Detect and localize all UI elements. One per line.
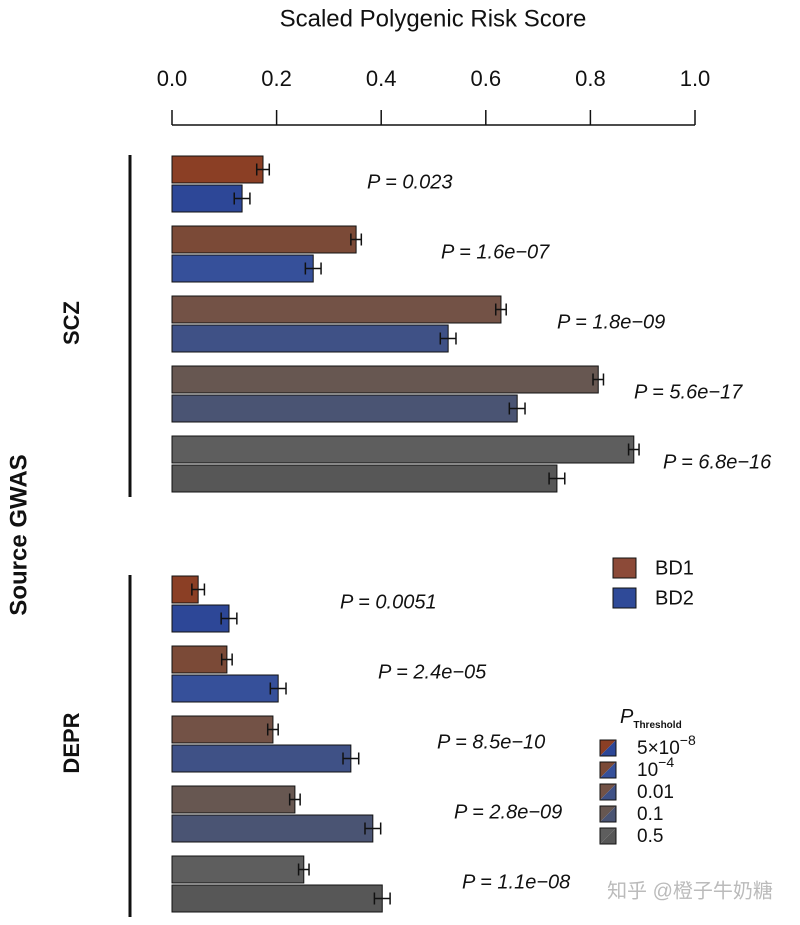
- legend-label: BD1: [655, 557, 694, 579]
- legend-label: BD2: [655, 587, 694, 609]
- x-tick-label: 0.4: [366, 66, 397, 91]
- bar: [171, 464, 558, 493]
- bar: [171, 365, 599, 394]
- bar: [171, 855, 305, 884]
- bar: [171, 715, 274, 744]
- error-bar: [508, 402, 526, 415]
- threshold-swatch-bd2: [600, 740, 616, 756]
- p-value-annotation: P = 1.1e−08: [462, 871, 570, 893]
- threshold-label: 0.1: [637, 804, 663, 825]
- bar: [171, 295, 502, 324]
- p-value-annotation: P = 2.4e−05: [378, 661, 487, 683]
- x-tick-label: 0.0: [157, 66, 188, 91]
- p-value-annotation: P = 1.6e−07: [441, 241, 550, 263]
- error-bar: [297, 863, 310, 876]
- bar: [171, 814, 374, 843]
- chart-title: Scaled Polygenic Risk Score: [280, 5, 587, 32]
- error-bar: [269, 682, 287, 695]
- threshold-title-sub: Threshold: [633, 720, 681, 731]
- threshold-label: 0.01: [637, 782, 674, 803]
- threshold-swatch-border: [599, 805, 617, 823]
- threshold-label: 0.5: [637, 826, 663, 847]
- bar: [171, 394, 518, 423]
- threshold-swatch-bd2: [600, 806, 616, 822]
- threshold-swatch-bd2: [600, 784, 616, 800]
- error-bar: [592, 373, 605, 386]
- threshold-title-main: P: [620, 706, 634, 728]
- error-bar: [494, 303, 507, 316]
- p-value-annotation: P = 1.8e−09: [557, 311, 665, 333]
- error-bar: [350, 233, 363, 246]
- error-bar: [342, 752, 360, 765]
- group-label: DEPR: [59, 712, 84, 773]
- x-tick-label: 0.6: [471, 66, 502, 91]
- error-bar: [373, 892, 391, 905]
- threshold-swatch-bd2: [600, 828, 616, 844]
- bar: [171, 744, 352, 773]
- threshold-label-base: 5×10: [637, 738, 680, 759]
- p-value-annotation: P = 0.0051: [340, 591, 437, 613]
- threshold-label-exponent: −4: [658, 754, 674, 770]
- error-bar: [548, 472, 566, 485]
- error-bar: [627, 443, 640, 456]
- threshold-legend-title: PThreshold: [620, 706, 682, 730]
- error-bar: [266, 723, 279, 736]
- x-tick-label: 0.8: [575, 66, 606, 91]
- p-value-annotation: P = 2.8e−09: [454, 801, 562, 823]
- bar: [171, 324, 449, 353]
- threshold-swatch-border: [599, 761, 617, 779]
- threshold-swatch-border: [599, 783, 617, 801]
- threshold-swatch-bd2: [600, 762, 616, 778]
- error-bar: [288, 793, 301, 806]
- bar: [171, 674, 279, 703]
- bar: [171, 785, 296, 814]
- x-tick-label: 0.2: [261, 66, 292, 91]
- bar: [171, 604, 230, 633]
- error-bar: [255, 163, 271, 176]
- threshold-swatch-border: [599, 739, 617, 757]
- error-bar: [304, 262, 322, 275]
- threshold-swatch-border: [599, 827, 617, 845]
- bar: [171, 225, 357, 254]
- threshold-label: 5×10−8: [637, 732, 696, 759]
- legend-swatch: [612, 587, 637, 609]
- legend-swatch: [612, 557, 637, 579]
- error-bar: [220, 612, 238, 625]
- bar: [171, 884, 383, 913]
- p-value-annotation: P = 6.8e−16: [663, 451, 772, 473]
- error-bar: [364, 822, 382, 835]
- p-value-annotation: P = 0.023: [367, 171, 452, 193]
- group-label: SCZ: [59, 301, 84, 345]
- bar: [171, 184, 243, 213]
- p-value-annotation: P = 8.5e−10: [437, 731, 545, 753]
- error-bar: [220, 653, 233, 666]
- bar: [171, 435, 635, 464]
- bar: [171, 645, 228, 674]
- watermark: 知乎 @橙子牛奶糖: [607, 879, 773, 902]
- p-value-annotation: P = 5.6e−17: [634, 381, 743, 403]
- error-bar: [191, 583, 206, 596]
- threshold-label: 10−4: [637, 754, 674, 781]
- threshold-label-exponent: −8: [680, 732, 696, 748]
- error-bar: [439, 332, 457, 345]
- y-axis-label: Source GWAS: [5, 454, 32, 615]
- threshold-label-base: 10: [637, 760, 658, 781]
- bar: [171, 575, 199, 604]
- error-bar: [233, 192, 251, 205]
- bar: [171, 254, 314, 283]
- x-tick-label: 1.0: [680, 66, 711, 91]
- bar: [171, 155, 264, 184]
